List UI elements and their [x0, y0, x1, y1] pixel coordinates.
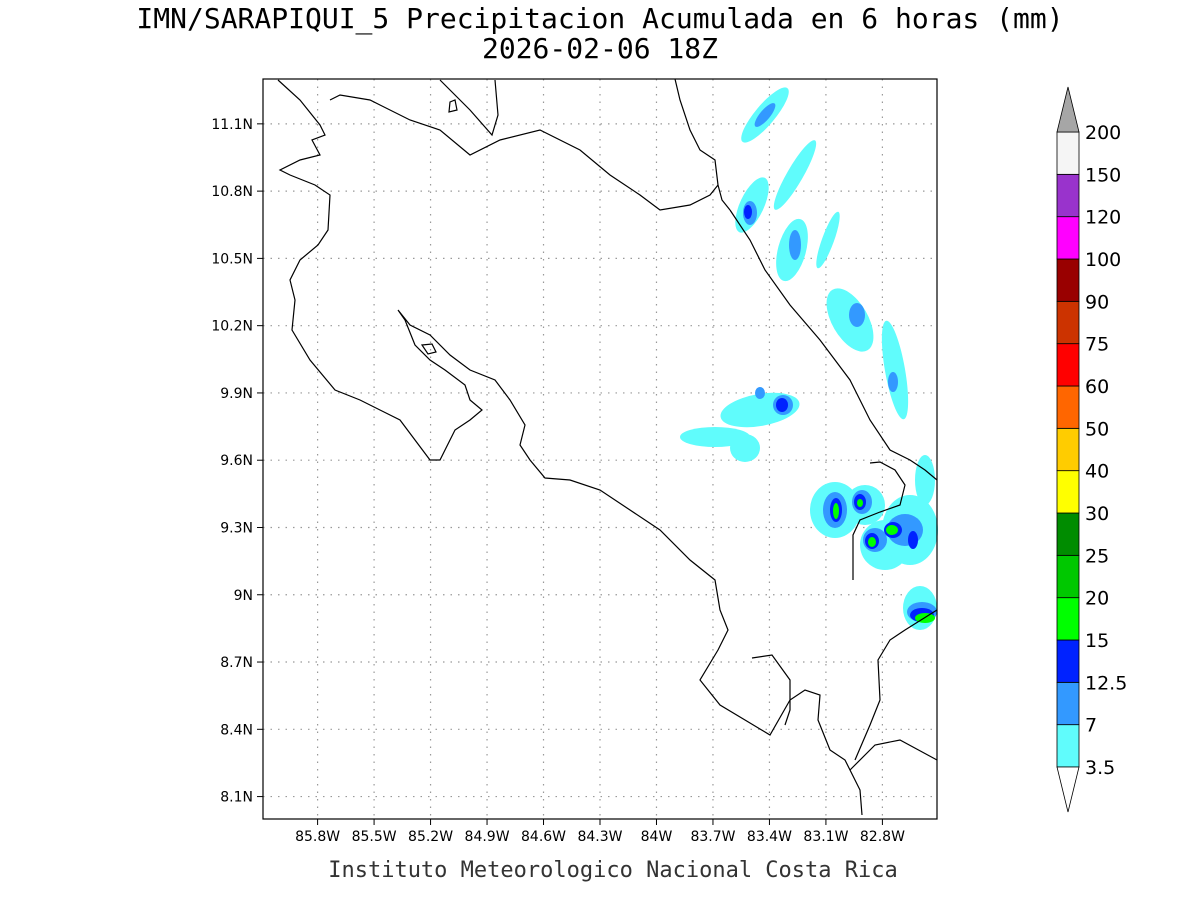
colorbar-segment	[1056, 639, 1080, 683]
x-tick-label: 83.7W	[690, 829, 735, 845]
colorbar-label: 150	[1085, 164, 1121, 186]
colorbar-label: 7	[1085, 715, 1097, 737]
x-tick-label: 84.6W	[521, 829, 566, 845]
footer: Instituto Meteorologico Nacional Costa R…	[328, 858, 898, 883]
colorbar-segment	[1056, 512, 1080, 556]
x-tick-label: 84W	[641, 829, 673, 845]
colorbar-segment	[1056, 597, 1080, 641]
colorbar-segment	[1056, 131, 1080, 175]
y-tick-label: 9.3N	[220, 520, 253, 536]
colorbar-label: 50	[1085, 418, 1109, 440]
colorbar-label: 20	[1085, 588, 1109, 610]
axes: 85.8W 85.5W 85.2W 84.9W 84.6W 84.3W 84W 83.7W 83…	[211, 117, 905, 845]
colorbar-segment	[1056, 258, 1080, 302]
colorbar-label: 40	[1085, 461, 1109, 483]
colorbar-label: 90	[1085, 291, 1109, 313]
x-tick-label: 83.4W	[747, 829, 792, 845]
y-tick-label: 8.1N	[220, 790, 253, 806]
y-tick-label: 10.2N	[211, 319, 253, 335]
x-tick-label: 85.8W	[295, 829, 340, 845]
y-tick-label: 9N	[234, 588, 253, 604]
y-tick-label: 10.8N	[211, 184, 253, 200]
colorbar-over	[1056, 86, 1080, 133]
colorbar-label: 12.5	[1085, 672, 1127, 694]
colorbar-segment	[1056, 724, 1080, 768]
colorbar-label: 200	[1085, 122, 1121, 144]
colorbar-label: 60	[1085, 376, 1109, 398]
x-tick-label: 82.8W	[860, 829, 905, 845]
y-tick-label: 9.9N	[220, 386, 253, 402]
colorbar-segment	[1056, 470, 1080, 514]
y-tick-label: 9.6N	[220, 453, 253, 469]
x-tick-label: 85.5W	[352, 829, 397, 845]
colorbar-segment	[1056, 216, 1080, 260]
x-tick-label: 83.1W	[803, 829, 848, 845]
colorbar-label: 15	[1085, 630, 1109, 652]
colorbar-label: 25	[1085, 545, 1109, 567]
grid	[263, 79, 937, 819]
x-tick-label: 84.9W	[465, 829, 510, 845]
y-tick-label: 8.7N	[220, 655, 253, 671]
colorbar-under	[1056, 766, 1080, 813]
y-tick-label: 8.4N	[220, 722, 253, 738]
colorbar: 3.5 7 12.5 15 20 25 30 40 50 60 75 90 100 120 150 200	[1056, 86, 1127, 813]
colorbar-segment	[1056, 173, 1080, 218]
colorbar-segment	[1056, 427, 1080, 472]
colorbar-label: 75	[1085, 334, 1109, 356]
colorbar-label: 120	[1085, 207, 1121, 229]
coastline	[277, 78, 938, 816]
colorbar-label: 30	[1085, 503, 1109, 525]
title: IMN/SARAPIQUI_5 Precipitacion Acumulada …	[136, 2, 1063, 36]
colorbar-label: 3.5	[1085, 757, 1115, 779]
colorbar-segment	[1056, 343, 1080, 387]
colorbar-segment	[1056, 681, 1080, 726]
x-tick-label: 85.2W	[408, 829, 453, 845]
colorbar-label: 100	[1085, 249, 1121, 271]
colorbar-segment	[1056, 554, 1080, 599]
colorbar-segment	[1056, 300, 1080, 345]
y-tick-label: 11.1N	[211, 117, 253, 133]
y-tick-label: 10.5N	[211, 251, 253, 267]
x-tick-label: 84.3W	[577, 829, 622, 845]
subtitle: 2026-02-06 18Z	[482, 32, 718, 65]
colorbar-segment	[1056, 385, 1080, 429]
precipitation	[680, 87, 938, 630]
map-frame	[262, 78, 938, 820]
